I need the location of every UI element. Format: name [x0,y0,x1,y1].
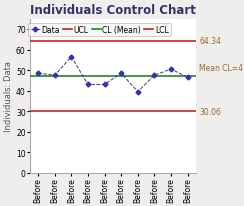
Text: 30.06: 30.06 [199,107,221,116]
Legend: Data, UCL, CL (Mean), LCL: Data, UCL, CL (Mean), LCL [28,23,171,37]
Text: Mean CL=47.2: Mean CL=47.2 [199,63,244,72]
Y-axis label: Individuals: Data: Individuals: Data [4,61,13,132]
Title: Individuals Control Chart: Individuals Control Chart [30,4,196,17]
Text: 64.34: 64.34 [199,37,221,46]
